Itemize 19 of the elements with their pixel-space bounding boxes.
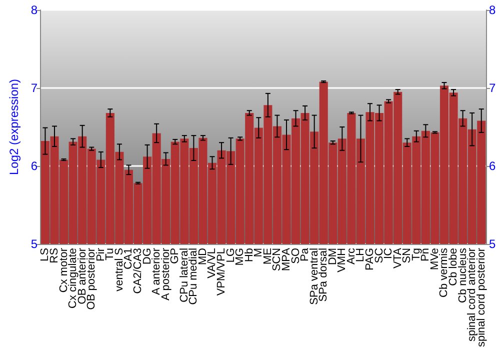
x-tick-label: Pa	[299, 247, 312, 262]
x-tick-label: M	[252, 248, 265, 258]
y-axis-title: Log2 (expression)	[7, 78, 21, 176]
y2-tick-label: 7	[489, 80, 496, 95]
y-tick-label: 6	[30, 158, 38, 173]
y2-tick-label: 8	[489, 3, 496, 17]
x-tick-label: Hb	[243, 248, 256, 262]
x-tick-label: IC	[382, 248, 395, 259]
x-tick-label: RS	[48, 248, 60, 264]
x-tick-label: GP	[169, 248, 182, 264]
y-tick-label: 5	[30, 236, 38, 251]
y2-tick-label: 5	[489, 236, 496, 251]
x-tick-label: OB anterior	[76, 248, 88, 304]
x-tick-label: SO	[290, 248, 302, 264]
y2-tick-label: 6	[489, 158, 496, 173]
x-tick-label: CPu medial	[188, 248, 200, 305]
y-tick-label: 8	[30, 3, 38, 17]
x-tick-label: DG	[141, 248, 154, 264]
y-tick-label: 7	[30, 80, 38, 95]
